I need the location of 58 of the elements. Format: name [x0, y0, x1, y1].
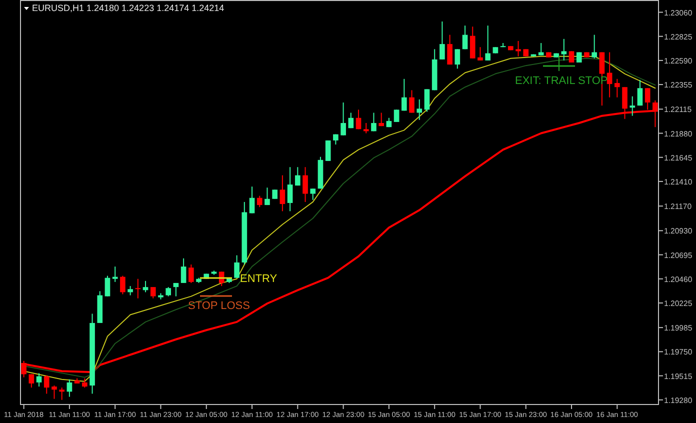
candlestick	[128, 286, 133, 296]
candlestick	[28, 374, 34, 388]
candlestick	[272, 189, 278, 200]
candlestick	[112, 266, 118, 282]
candlestick	[52, 385, 57, 400]
candlestick	[371, 112, 376, 132]
candlestick	[302, 166, 308, 202]
candlestick	[485, 25, 490, 61]
candlestick	[440, 20, 445, 60]
candlestick	[592, 34, 597, 59]
candlestick	[249, 186, 255, 214]
candlestick	[454, 48, 460, 70]
candlestick	[234, 254, 240, 278]
candlestick	[516, 40, 521, 57]
candlestick	[325, 140, 331, 162]
candlestick	[256, 195, 262, 208]
candlestick	[630, 96, 636, 116]
candlestick	[606, 52, 612, 98]
candlestick	[348, 112, 354, 129]
candlestick	[135, 278, 141, 299]
candlestick	[66, 378, 72, 398]
candlestick	[142, 280, 148, 293]
candlestick	[340, 102, 346, 136]
candlestick	[120, 275, 126, 295]
annotation: ENTRY	[240, 273, 278, 285]
candlestick	[363, 122, 369, 134]
candlestick	[104, 275, 110, 297]
candlestick	[166, 286, 171, 297]
candlestick	[264, 187, 270, 206]
candlestick	[173, 282, 179, 297]
candlestick	[59, 387, 64, 400]
candlestick	[637, 79, 643, 106]
candlestick	[44, 374, 50, 394]
candlestick	[538, 42, 544, 56]
candlestick	[470, 26, 476, 59]
candlestick	[462, 25, 468, 50]
candlestick	[394, 109, 400, 122]
candlestick	[180, 258, 186, 284]
candlestick	[447, 34, 452, 66]
candlestick	[478, 46, 483, 61]
annotation: STOP LOSS	[188, 300, 250, 312]
candlestick	[295, 166, 300, 186]
candlestick	[561, 38, 567, 61]
candlestick	[402, 78, 407, 112]
candlestick	[82, 378, 88, 388]
candlestick	[409, 90, 414, 114]
candlestick	[150, 286, 156, 299]
candlestick	[310, 188, 316, 200]
candlestick	[188, 264, 194, 284]
candlestick	[424, 88, 430, 112]
candlestick	[36, 372, 42, 388]
candlestick	[614, 78, 620, 98]
candlestick	[287, 166, 293, 212]
candlestick	[280, 174, 286, 212]
candlestick	[416, 98, 422, 120]
candlestick	[378, 112, 384, 127]
candlestick	[356, 109, 362, 130]
chart-title: EURUSD,H1 1.24180 1.24223 1.24174 1.24214	[32, 3, 224, 13]
